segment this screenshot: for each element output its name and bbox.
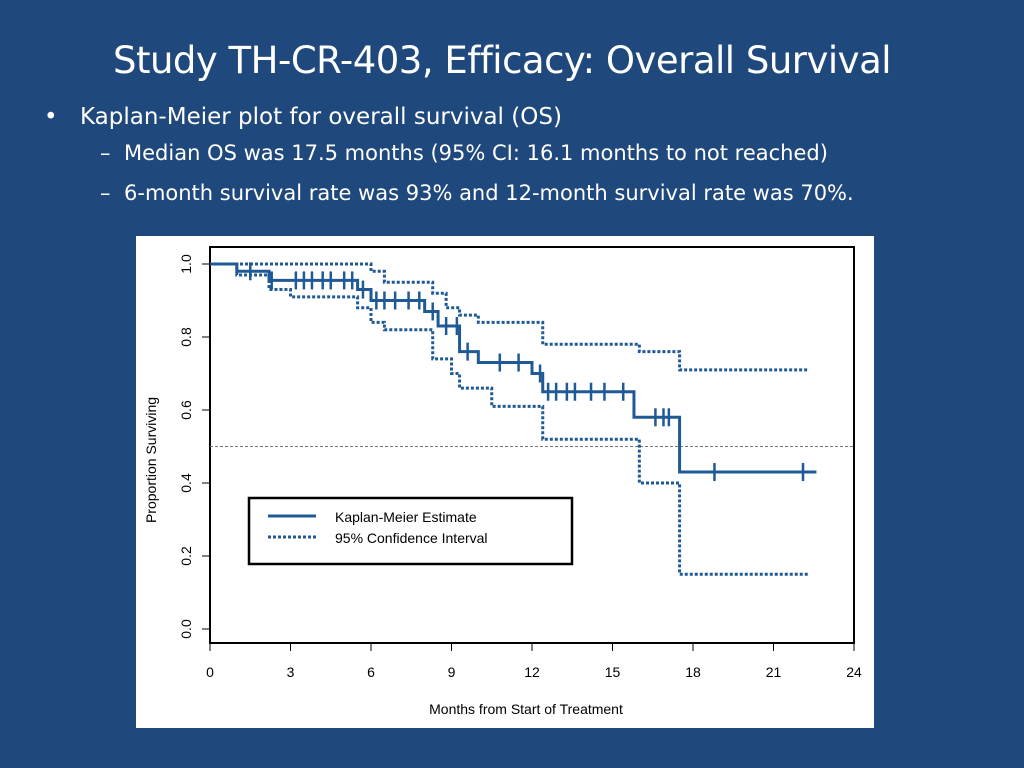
y-tick-label: 0.8 xyxy=(178,327,194,347)
x-tick-label: 3 xyxy=(287,664,295,680)
x-tick-label: 21 xyxy=(766,664,782,680)
legend: Kaplan-Meier Estimate 95% Confidence Int… xyxy=(247,496,574,566)
legend-entry-km: Kaplan-Meier Estimate xyxy=(335,509,477,525)
y-tick-label: 0.0 xyxy=(178,619,194,639)
ci-upper-line xyxy=(210,262,809,372)
bullet-item: • Kaplan-Meier plot for overall survival… xyxy=(40,100,1000,136)
x-tick-label: 6 xyxy=(367,664,375,680)
y-tick-label: 0.2 xyxy=(178,546,194,566)
sub-bullet-text: Median OS was 17.5 months (95% CI: 16.1 … xyxy=(124,141,828,165)
km-chart: 0 3 6 9 12 15 18 21 24 0.0 0.2 0.4 0.6 0.8 1.0 Months … xyxy=(136,236,874,728)
y-tick-label: 0.6 xyxy=(178,400,194,420)
bullet-text: Kaplan-Meier plot for overall survival (… xyxy=(80,104,562,130)
legend-entry-ci: 95% Confidence Interval xyxy=(335,530,488,546)
legend-box xyxy=(247,496,574,566)
km-estimate-line xyxy=(210,262,817,474)
bullet-list: • Kaplan-Meier plot for overall survival… xyxy=(40,100,1000,216)
slide-title: Study TH-CR-403, Efficacy: Overall Survi… xyxy=(112,39,892,82)
km-chart-svg: 0 3 6 9 12 15 18 21 24 0.0 0.2 0.4 0.6 0.8 1.0 Months … xyxy=(143,246,862,717)
x-tick-label: 12 xyxy=(524,664,540,680)
x-tick-label: 9 xyxy=(448,664,456,680)
y-tick-label: 1.0 xyxy=(178,254,194,274)
x-axis-label: Months from Start of Treatment xyxy=(429,701,623,717)
x-tick-label: 24 xyxy=(846,664,862,680)
sub-bullet-text: 6-month survival rate was 93% and 12-mon… xyxy=(124,181,854,205)
plot-frame xyxy=(209,246,855,644)
sub-bullet-marker: – xyxy=(100,181,111,205)
y-axis-label: Proportion Surviving xyxy=(143,397,159,523)
x-tick-label: 0 xyxy=(206,664,214,680)
bullet-marker: • xyxy=(44,104,58,130)
sub-bullet-item: – Median OS was 17.5 months (95% CI: 16.… xyxy=(40,136,1000,176)
ci-lower-line xyxy=(210,262,809,576)
y-tick-label: 0.4 xyxy=(178,473,194,493)
x-tick-label: 18 xyxy=(685,664,701,680)
sub-bullet-item: – 6-month survival rate was 93% and 12-m… xyxy=(40,176,1000,216)
sub-bullet-marker: – xyxy=(100,141,111,165)
x-tick-label: 15 xyxy=(605,664,621,680)
